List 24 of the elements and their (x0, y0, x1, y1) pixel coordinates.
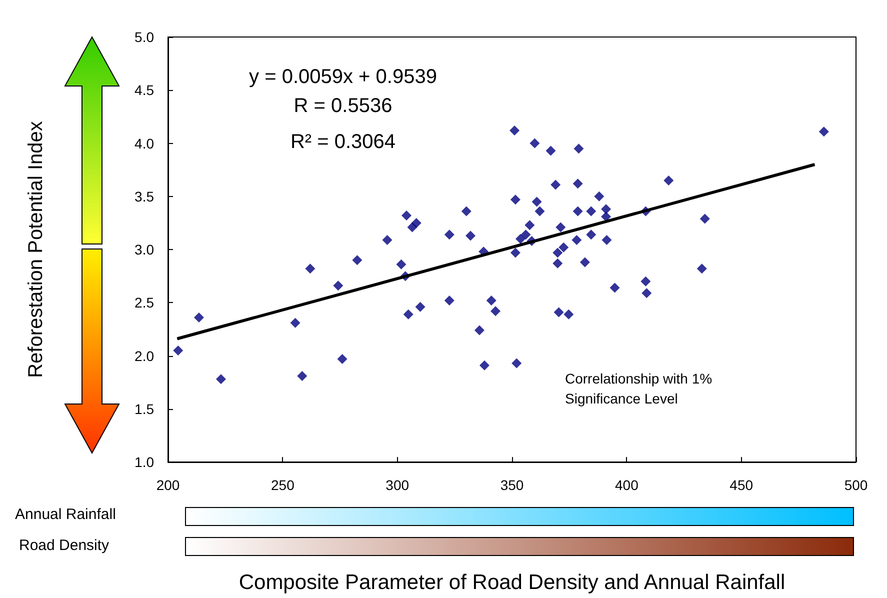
x-tick-label: 450 (730, 477, 754, 493)
x-axis-title: Composite Parameter of Road Density and Annual Rainfall (238, 571, 786, 594)
y-tick-label: 1.5 (134, 400, 154, 417)
y-axis-title: Reforestation Potential Index (25, 121, 47, 378)
x-tick-label: 300 (386, 477, 410, 493)
y-tick-label: 2.0 (134, 348, 154, 364)
text: Road Density (19, 537, 110, 554)
y-tick-label: 3.5 (134, 188, 154, 204)
x-tick-label: 400 (614, 477, 639, 493)
annotation: y = 0.0059x + 0.9539 (249, 66, 437, 88)
annotation: R = 0.5536 (294, 95, 392, 117)
x-tick-label: 500 (844, 477, 868, 493)
y-tick-label: 2.5 (134, 294, 154, 311)
x-tick-label: 200 (156, 477, 180, 493)
x-tick-label: 350 (500, 477, 524, 493)
annotation: Correlationship with 1% Significance Level (565, 370, 716, 407)
y-tick-label: 4.5 (134, 82, 154, 98)
y-tick-label: 1.0 (134, 454, 154, 470)
x-tick-label: 250 (270, 477, 295, 493)
annotation: R² = 0.3064 (290, 131, 396, 153)
y-tick-label: 3.0 (134, 242, 154, 258)
y-tick-label: 5.0 (134, 29, 154, 45)
y-tick-label: 4.0 (134, 135, 154, 152)
text: Annual Rainfall (15, 506, 116, 523)
